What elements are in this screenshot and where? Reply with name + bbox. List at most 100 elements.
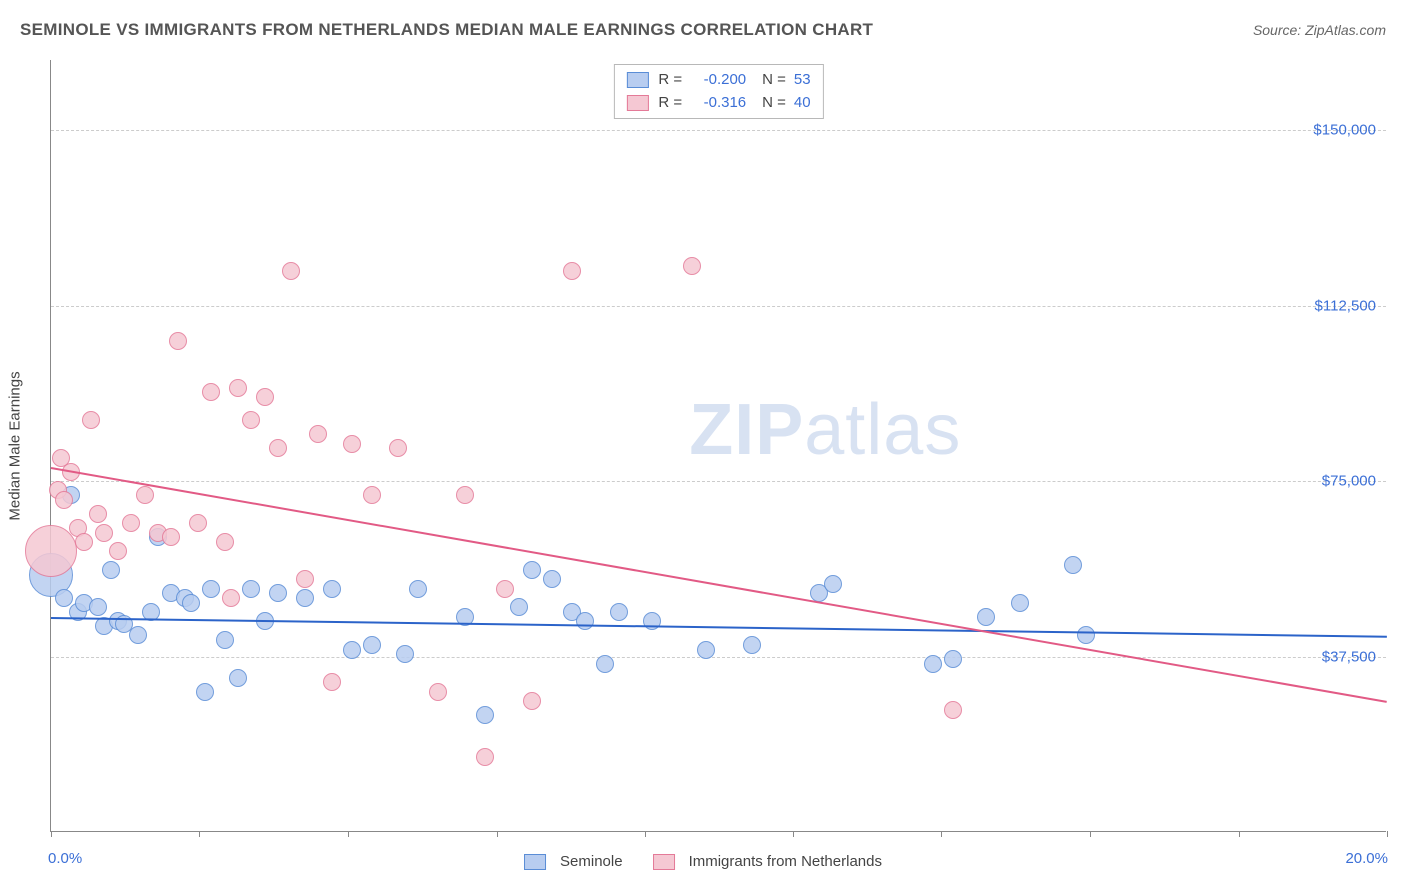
data-point (95, 524, 113, 542)
data-point (683, 257, 701, 275)
correlation-legend: R =-0.200 N = 53 R =-0.316 N = 40 (613, 64, 823, 119)
data-point (610, 603, 628, 621)
data-point (169, 332, 187, 350)
legend-item: Seminole (524, 853, 623, 870)
data-point (1064, 556, 1082, 574)
y-tick-label: $150,000 (1313, 122, 1376, 139)
data-point (476, 748, 494, 766)
data-point (576, 612, 594, 630)
data-point (363, 486, 381, 504)
data-point (824, 575, 842, 593)
data-point (242, 411, 260, 429)
n-label: N = (762, 92, 786, 115)
n-value: 53 (794, 69, 811, 92)
x-tick (497, 831, 498, 837)
data-point (229, 379, 247, 397)
grid-line (51, 657, 1386, 658)
scatter-chart: ZIPatlas R =-0.200 N = 53 R =-0.316 N = 40 $3… (50, 60, 1386, 832)
data-point (523, 692, 541, 710)
y-axis-label: Median Male Earnings (7, 371, 24, 520)
y-tick-label: $112,500 (1315, 297, 1376, 314)
data-point (282, 262, 300, 280)
r-value: -0.200 (686, 69, 746, 92)
data-point (89, 598, 107, 616)
data-point (496, 580, 514, 598)
data-point (343, 641, 361, 659)
data-point (162, 528, 180, 546)
data-point (396, 645, 414, 663)
data-point (89, 505, 107, 523)
x-tick (348, 831, 349, 837)
data-point (1011, 594, 1029, 612)
chart-title: SEMINOLE VS IMMIGRANTS FROM NETHERLANDS … (20, 20, 873, 40)
data-point (743, 636, 761, 654)
legend-item: Immigrants from Netherlands (653, 853, 882, 870)
x-tick (793, 831, 794, 837)
data-point (563, 262, 581, 280)
r-value: -0.316 (686, 92, 746, 115)
data-point (269, 439, 287, 457)
watermark: ZIPatlas (689, 389, 961, 471)
legend-swatch (626, 72, 648, 88)
n-label: N = (762, 69, 786, 92)
data-point (182, 594, 200, 612)
x-tick (1387, 831, 1388, 837)
data-point (55, 589, 73, 607)
legend-swatch (653, 854, 675, 870)
data-point (456, 486, 474, 504)
data-point (122, 514, 140, 532)
series-legend: Seminole Immigrants from Netherlands (524, 853, 882, 870)
data-point (269, 584, 287, 602)
data-point (189, 514, 207, 532)
data-point (510, 598, 528, 616)
data-point (343, 435, 361, 453)
r-label: R = (658, 92, 682, 115)
data-point (476, 706, 494, 724)
data-point (643, 612, 661, 630)
data-point (256, 388, 274, 406)
data-point (55, 491, 73, 509)
x-axis-max-label: 20.0% (1345, 850, 1388, 867)
y-tick-label: $37,500 (1322, 648, 1376, 665)
source-attribution: Source: ZipAtlas.com (1253, 22, 1386, 38)
x-tick (199, 831, 200, 837)
x-tick (1090, 831, 1091, 837)
data-point (977, 608, 995, 626)
data-point (323, 673, 341, 691)
legend-swatch (626, 95, 648, 111)
data-point (109, 542, 127, 560)
data-point (229, 669, 247, 687)
r-label: R = (658, 69, 682, 92)
trend-line (51, 617, 1387, 638)
series-name: Immigrants from Netherlands (689, 853, 882, 870)
y-tick-label: $75,000 (1322, 473, 1376, 490)
data-point (309, 425, 327, 443)
data-point (409, 580, 427, 598)
data-point (1077, 626, 1095, 644)
data-point (82, 411, 100, 429)
data-point (523, 561, 541, 579)
data-point (242, 580, 260, 598)
x-tick (941, 831, 942, 837)
data-point (944, 701, 962, 719)
n-value: 40 (794, 92, 811, 115)
legend-row: R =-0.200 N = 53 (626, 69, 810, 92)
data-point (389, 439, 407, 457)
data-point (222, 589, 240, 607)
data-point (596, 655, 614, 673)
data-point (543, 570, 561, 588)
x-tick (51, 831, 52, 837)
data-point (363, 636, 381, 654)
data-point (25, 525, 77, 577)
x-axis-min-label: 0.0% (48, 850, 82, 867)
data-point (75, 533, 93, 551)
data-point (924, 655, 942, 673)
data-point (296, 589, 314, 607)
data-point (216, 631, 234, 649)
x-tick (1239, 831, 1240, 837)
data-point (129, 626, 147, 644)
data-point (196, 683, 214, 701)
data-point (202, 383, 220, 401)
data-point (216, 533, 234, 551)
data-point (429, 683, 447, 701)
